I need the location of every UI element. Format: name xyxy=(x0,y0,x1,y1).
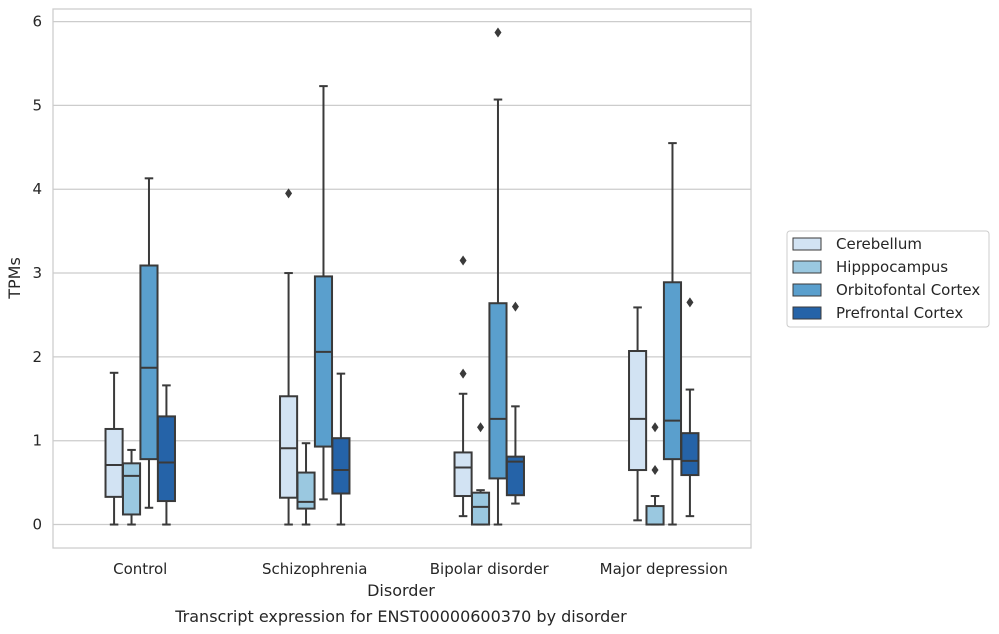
chart-caption: Transcript expression for ENST0000060037… xyxy=(174,607,627,626)
box xyxy=(453,451,473,498)
legend-label: Prefrontal Cortex xyxy=(836,304,963,322)
box xyxy=(505,455,525,497)
legend-label: Hipppocampus xyxy=(836,258,948,276)
legend-swatch xyxy=(792,237,822,251)
box-prefrontal-cortex xyxy=(156,384,176,526)
box xyxy=(279,395,299,499)
outlier-point xyxy=(477,422,485,433)
box-hipppocampus xyxy=(121,448,142,526)
box-cerebellum xyxy=(279,188,299,526)
outlier-point xyxy=(494,27,502,38)
y-tick-label: 0 xyxy=(32,516,42,534)
box-hipppocampus xyxy=(470,422,491,526)
x-tick-label: Control xyxy=(113,560,167,578)
box-orbitofontal-cortex xyxy=(313,85,334,501)
box xyxy=(628,350,648,472)
box-prefrontal-cortex xyxy=(505,301,525,505)
outlier-point xyxy=(686,297,694,308)
box-groups xyxy=(104,27,700,526)
y-tick-label: 2 xyxy=(32,348,42,366)
box xyxy=(121,462,142,516)
box-orbitofontal-cortex xyxy=(488,27,508,526)
box-cerebellum xyxy=(628,306,648,522)
box-orbitofontal-cortex xyxy=(139,177,159,509)
x-tick-label: Major depression xyxy=(600,560,728,578)
x-tick-label: Schizophrenia xyxy=(262,560,367,578)
outlier-point xyxy=(651,465,659,476)
plot-frame xyxy=(52,8,752,549)
box xyxy=(662,281,683,461)
y-axis-label: TPMs xyxy=(5,257,24,300)
x-axis-label: Disorder xyxy=(367,581,435,600)
legend-label: Cerebellum xyxy=(836,235,922,253)
x-tick-labels: Control Schizophrenia Bipolar disorder Majo… xyxy=(113,560,728,578)
legend-label: Orbitofontal Cortex xyxy=(836,281,980,299)
box xyxy=(313,275,334,448)
box xyxy=(645,505,665,526)
y-tick-label: 6 xyxy=(32,13,42,31)
legend-swatch xyxy=(792,306,822,320)
box-prefrontal-cortex xyxy=(680,297,700,518)
box-cerebellum xyxy=(104,371,124,526)
box-orbitofontal-cortex xyxy=(662,142,683,526)
box xyxy=(139,264,159,461)
outlier-point xyxy=(651,422,659,433)
box xyxy=(680,432,700,477)
legend-swatch xyxy=(792,283,822,297)
box xyxy=(296,471,316,510)
legend-frame xyxy=(786,230,990,328)
box xyxy=(156,415,176,503)
y-tick-label: 5 xyxy=(32,96,42,114)
box-hipppocampus xyxy=(645,422,665,526)
outlier-point xyxy=(511,301,519,312)
box-hipppocampus xyxy=(296,442,316,526)
outlier-point xyxy=(459,255,467,266)
outlier-point xyxy=(459,368,467,379)
y-tick-labels: 0 1 2 3 4 5 6 xyxy=(32,13,42,534)
y-tick-label: 3 xyxy=(32,264,42,282)
box-cerebellum xyxy=(453,255,473,518)
x-tick-label: Bipolar disorder xyxy=(430,560,550,578)
box xyxy=(488,302,508,480)
box xyxy=(104,427,124,498)
box xyxy=(470,491,491,526)
legend: Cerebellum Hipppocampus Orbitofontal Corte… xyxy=(786,230,990,328)
y-tick-label: 1 xyxy=(32,432,42,450)
box xyxy=(331,437,351,495)
y-tick-label: 4 xyxy=(32,180,42,198)
box-prefrontal-cortex xyxy=(331,372,351,526)
outlier-point xyxy=(285,188,293,199)
legend-swatch xyxy=(792,260,822,274)
